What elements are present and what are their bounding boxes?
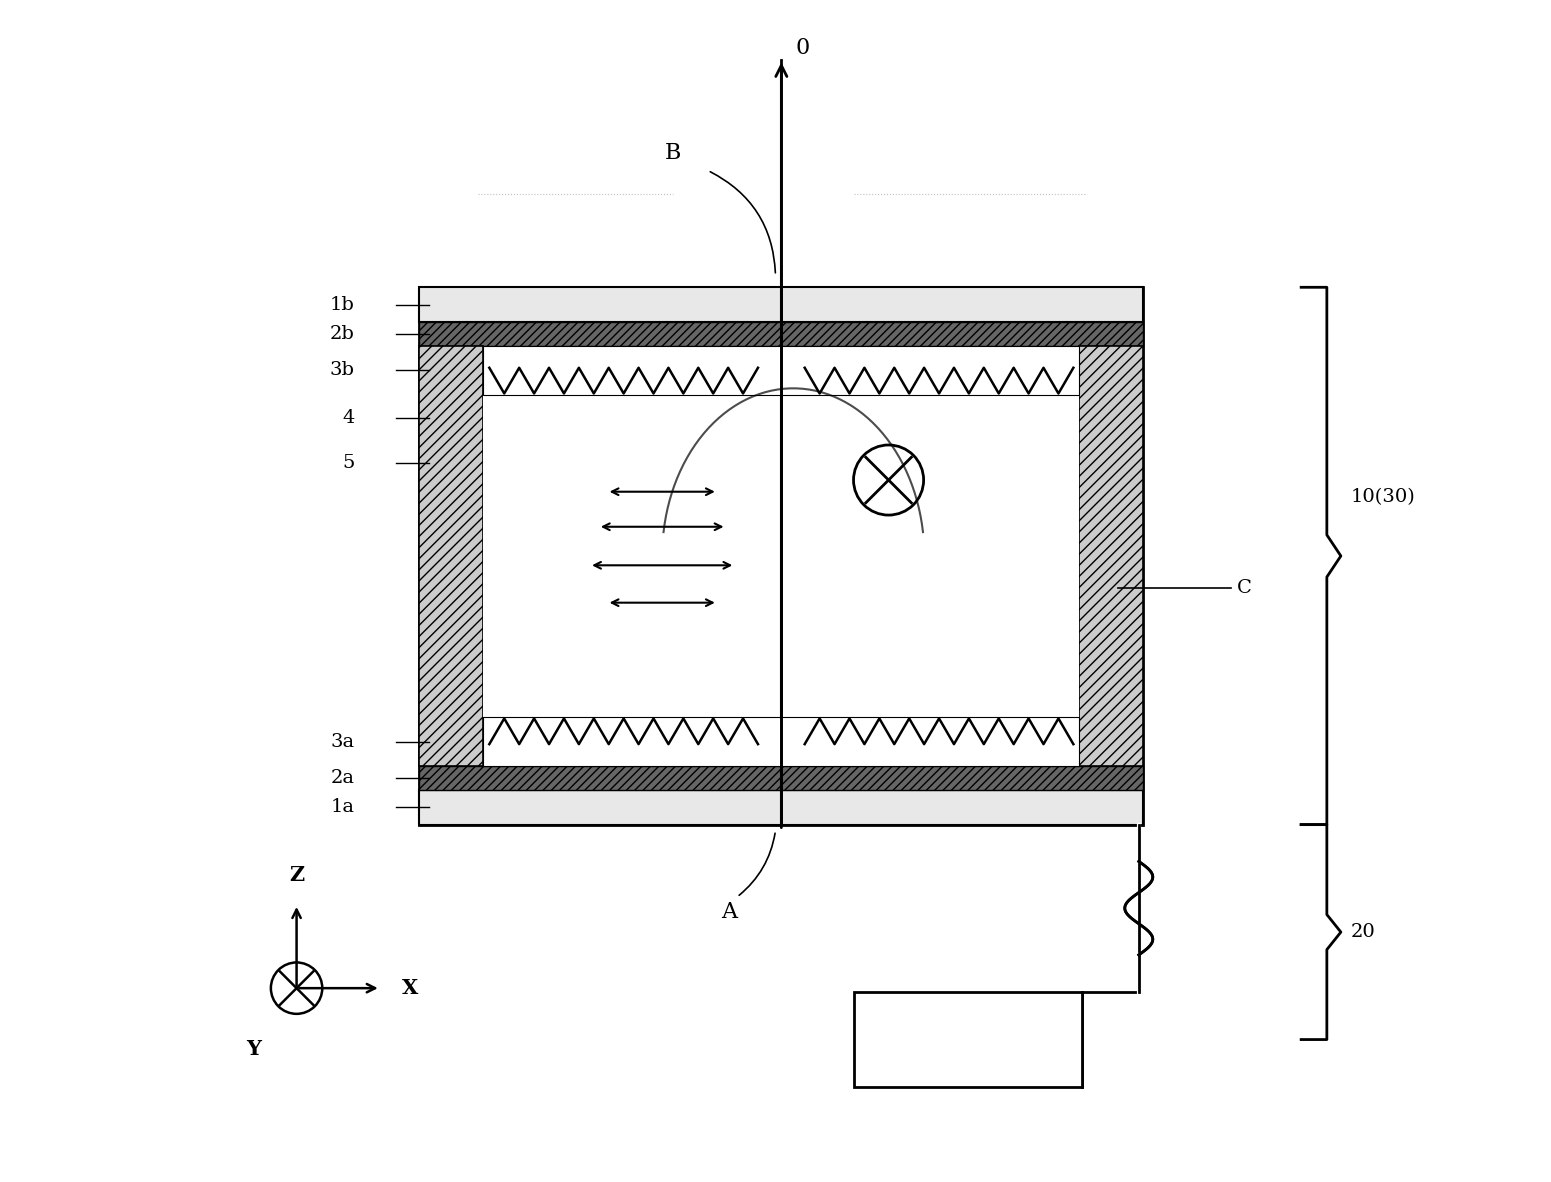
- Text: 3b: 3b: [330, 362, 355, 379]
- Bar: [419, 790, 1143, 825]
- Text: signal source: signal source: [917, 1053, 1019, 1067]
- Text: B: B: [664, 142, 681, 164]
- Text: 3a: 3a: [330, 733, 355, 751]
- Bar: [419, 287, 1143, 825]
- Text: External voltage: External voltage: [904, 1018, 1031, 1032]
- Bar: [419, 323, 1143, 345]
- Bar: [419, 287, 1143, 323]
- Bar: [419, 345, 484, 766]
- Bar: [484, 345, 1079, 395]
- Text: Z: Z: [288, 865, 304, 885]
- Text: 5: 5: [343, 454, 355, 472]
- Text: 2a: 2a: [330, 769, 355, 787]
- Bar: [1079, 345, 1143, 766]
- Bar: [782, 395, 1079, 717]
- Text: 10(30): 10(30): [1351, 488, 1415, 507]
- Text: A: A: [721, 901, 737, 923]
- Bar: [484, 717, 1079, 766]
- Text: 1a: 1a: [330, 798, 355, 816]
- Text: 20: 20: [1351, 923, 1374, 941]
- Text: 1b: 1b: [330, 296, 355, 313]
- Text: 4: 4: [343, 409, 355, 427]
- Text: Y: Y: [247, 1039, 261, 1059]
- Bar: [484, 345, 1079, 766]
- Text: 2b: 2b: [330, 325, 355, 343]
- Text: X: X: [402, 979, 419, 998]
- Text: 0: 0: [796, 37, 810, 59]
- Bar: [853, 992, 1081, 1087]
- Text: C: C: [1236, 579, 1252, 597]
- Bar: [419, 766, 1143, 790]
- Bar: [484, 395, 782, 717]
